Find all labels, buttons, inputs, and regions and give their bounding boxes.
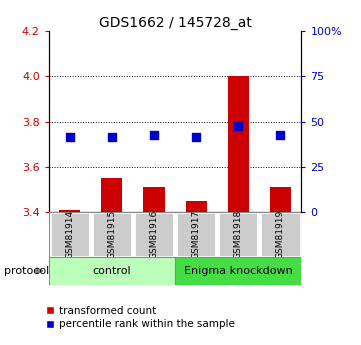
Bar	[49, 212, 90, 257]
Text: Enigma knockdown: Enigma knockdown	[184, 266, 293, 276]
Text: GSM81916: GSM81916	[149, 210, 158, 259]
Text: protocol: protocol	[4, 266, 49, 276]
Bar	[92, 212, 132, 257]
Bar	[228, 76, 249, 212]
Bar	[144, 187, 165, 212]
Text: control: control	[93, 266, 131, 276]
Text: GSM81919: GSM81919	[276, 210, 285, 259]
Text: GSM81917: GSM81917	[192, 210, 201, 259]
Point	[278, 132, 283, 138]
Text: GSM81918: GSM81918	[234, 210, 243, 259]
Bar	[49, 257, 175, 285]
Bar	[175, 257, 301, 285]
Bar	[218, 212, 258, 257]
Point	[151, 132, 157, 138]
Text: GSM81915: GSM81915	[108, 210, 116, 259]
Bar	[260, 212, 301, 257]
Point	[235, 124, 241, 129]
Bar	[101, 178, 122, 212]
Bar	[134, 212, 174, 257]
Bar	[59, 210, 80, 212]
Title: GDS1662 / 145728_at: GDS1662 / 145728_at	[99, 16, 252, 30]
Point	[109, 135, 115, 140]
Bar	[186, 201, 206, 212]
Point	[67, 135, 73, 140]
Bar	[176, 212, 216, 257]
Bar	[270, 187, 291, 212]
Legend: transformed count, percentile rank within the sample: transformed count, percentile rank withi…	[41, 302, 239, 333]
Point	[193, 135, 199, 140]
Text: GSM81914: GSM81914	[65, 210, 74, 259]
